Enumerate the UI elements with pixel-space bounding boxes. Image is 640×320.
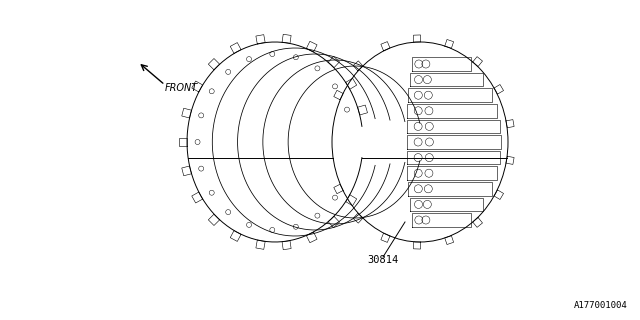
Text: A177001004: A177001004 <box>574 301 628 310</box>
Text: 30814: 30814 <box>367 255 399 265</box>
Text: FRONT: FRONT <box>165 83 198 93</box>
